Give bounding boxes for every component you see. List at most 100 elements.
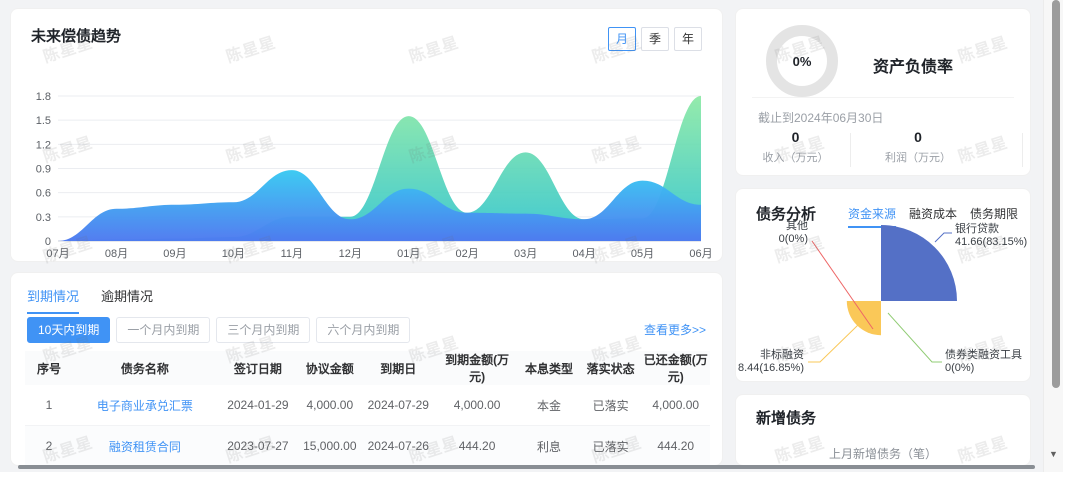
table-row: 2 融资租赁合同 2023-07-27 15,000.00 2024-07-26… xyxy=(25,425,710,465)
tab-overdue-status[interactable]: 逾期情况 xyxy=(101,289,154,304)
cell-due-date: 2024-07-26 xyxy=(360,425,436,465)
period-quarter-button[interactable]: 季 xyxy=(641,27,669,51)
right-gutter xyxy=(1062,0,1077,491)
debt-name-link[interactable]: 融资租赁合同 xyxy=(72,425,217,465)
fund-source-rose-chart xyxy=(808,225,957,363)
analysis-title: 债务分析 xyxy=(756,206,817,223)
new-debt-subtitle: 上月新增债务（笔） xyxy=(828,447,937,461)
period-month-button[interactable]: 月 xyxy=(608,27,636,51)
cell-no: 1 xyxy=(25,385,73,426)
svg-text:06月: 06月 xyxy=(689,248,712,260)
view-more-link[interactable]: 查看更多>> xyxy=(643,323,706,337)
income-stat: 0 收入（万元） xyxy=(748,129,843,165)
horizontal-scrollbar-thumb[interactable] xyxy=(18,465,1035,469)
period-year-button[interactable]: 年 xyxy=(674,27,702,51)
income-label: 收入（万元） xyxy=(762,152,829,164)
svg-text:0.9: 0.9 xyxy=(36,164,51,176)
chip-6-months[interactable]: 六个月内到期 xyxy=(316,317,411,343)
tab-financing-cost[interactable]: 融资成本 xyxy=(908,207,957,221)
col-header-status: 落实状态 xyxy=(579,351,642,385)
table-row: 1 电子商业承兑汇票 2024-01-29 4,000.00 2024-07-2… xyxy=(25,385,710,426)
chip-10-days[interactable]: 10天内到期 xyxy=(27,317,111,343)
cell-sign-date: 2023-07-27 xyxy=(216,425,299,465)
pie-label-other: 其他 0(0%) xyxy=(778,220,808,245)
svg-text:1.2: 1.2 xyxy=(36,139,51,151)
svg-text:0.6: 0.6 xyxy=(36,188,51,200)
table-header-row: 序号 债务名称 签订日期 协议金额 到期日 到期金额(万元) 本息类型 落实状态… xyxy=(25,351,710,385)
leader-line-bank-loan xyxy=(934,232,952,243)
col-header-due-date: 到期日 xyxy=(360,351,436,385)
debt-name-link[interactable]: 电子商业承兑汇票 xyxy=(72,385,217,426)
svg-text:11月: 11月 xyxy=(281,248,303,260)
cell-status: 已落实 xyxy=(579,425,642,465)
cell-type: 本金 xyxy=(518,385,580,426)
svg-text:08月: 08月 xyxy=(105,248,128,260)
profit-label: 利润（万元） xyxy=(885,152,951,164)
chip-1-month[interactable]: 一个月内到期 xyxy=(116,317,211,343)
svg-text:04月: 04月 xyxy=(572,248,595,260)
col-header-repaid: 已还金额(万元) xyxy=(641,351,710,385)
svg-text:01月: 01月 xyxy=(397,248,420,260)
svg-text:0: 0 xyxy=(45,236,51,248)
cell-no: 2 xyxy=(25,425,73,465)
leader-line-other xyxy=(811,240,874,330)
new-debt-card: 新增债务 上月新增债务（笔） xyxy=(735,394,1031,466)
svg-text:0.3: 0.3 xyxy=(36,212,51,224)
debt-analysis-card: 债务分析 资金来源 融资成本 债务期限 其他 0(0%) 银行贷款 41.66(… xyxy=(735,188,1031,382)
tab-fund-source[interactable]: 资金来源 xyxy=(847,205,896,228)
income-value: 0 xyxy=(791,129,800,145)
cell-sign-date: 2024-01-29 xyxy=(216,385,299,426)
col-header-due-amount: 到期金额(万元) xyxy=(435,351,519,385)
tab-due-status[interactable]: 到期情况 xyxy=(27,286,80,314)
maturity-filter-chips: 10天内到期 一个月内到期 三个月内到期 六个月内到期 xyxy=(27,317,416,343)
col-header-type: 本息类型 xyxy=(518,351,580,385)
divider xyxy=(850,133,851,167)
pie-label-nonstandard: 非标融资 8.44(16.85%) xyxy=(737,349,804,374)
leader-line-bond xyxy=(887,312,942,363)
maturity-table: 序号 债务名称 签订日期 协议金额 到期日 到期金额(万元) 本息类型 落实状态… xyxy=(25,351,710,465)
maturity-card: 到期情况 逾期情况 10天内到期 一个月内到期 三个月内到期 六个月内到期 查看… xyxy=(10,272,723,466)
vertical-scrollbar[interactable]: ▼ xyxy=(1043,0,1063,472)
liability-ratio-title: 资产负债率 xyxy=(872,59,953,76)
cell-type: 利息 xyxy=(518,425,580,465)
svg-text:09月: 09月 xyxy=(163,248,186,260)
profit-stat: 0 利润（万元） xyxy=(868,129,968,165)
cell-due-amount: 444.20 xyxy=(435,425,519,465)
col-header-name: 债务名称 xyxy=(72,351,217,385)
svg-text:10月: 10月 xyxy=(222,248,245,260)
trend-area-chart: 0 0.3 0.6 0.9 1.2 1.5 1.8 07月 08月 09月 10月 11月 12月 01月… xyxy=(36,91,713,260)
pie-label-bond: 债券类融资工具 0(0%) xyxy=(945,349,1022,374)
svg-text:02月: 02月 xyxy=(456,248,479,260)
liability-ratio-value: 0% xyxy=(792,53,812,69)
cell-agreement-amount: 4,000.00 xyxy=(298,385,361,426)
svg-text:05月: 05月 xyxy=(631,248,654,260)
tab-debt-term[interactable]: 债务期限 xyxy=(969,207,1018,221)
col-header-no: 序号 xyxy=(25,351,73,385)
future-repayment-trend-card: 未来偿债趋势 月 季 年 0 0.3 0.6 0.9 1.2 1.5 1.8 07月 08月 09… xyxy=(10,8,723,262)
svg-text:1.5: 1.5 xyxy=(36,115,51,127)
trend-title: 未来偿债趋势 xyxy=(31,28,122,45)
asset-liability-card: 0% 资产负债率 截止到2024年06月30日 0 收入（万元） 0 利润（万元… xyxy=(735,8,1031,176)
cell-repaid: 4,000.00 xyxy=(641,385,710,426)
leader-line-nonstandard xyxy=(808,324,859,363)
svg-text:07月: 07月 xyxy=(46,248,69,260)
scroll-down-arrow-icon[interactable]: ▼ xyxy=(1049,449,1058,459)
svg-text:03月: 03月 xyxy=(514,248,537,260)
maturity-tabs: 到期情况 逾期情况 xyxy=(27,286,175,314)
period-toggle: 月 季 年 xyxy=(603,27,702,51)
vertical-scrollbar-thumb[interactable] xyxy=(1052,0,1060,388)
divider xyxy=(752,97,1014,98)
as-of-date: 截止到2024年06月30日 xyxy=(758,111,884,125)
cell-due-date: 2024-07-29 xyxy=(360,385,436,426)
cell-due-amount: 4,000.00 xyxy=(435,385,519,426)
svg-text:12月: 12月 xyxy=(339,248,362,260)
bottom-gutter xyxy=(0,472,1077,491)
cell-repaid: 444.20 xyxy=(641,425,710,465)
new-debt-title: 新增债务 xyxy=(756,410,817,427)
cell-agreement-amount: 15,000.00 xyxy=(298,425,361,465)
chip-3-months[interactable]: 三个月内到期 xyxy=(216,317,311,343)
pie-label-bank-loan: 银行贷款 41.66(83.15%) xyxy=(955,223,1028,248)
liability-ratio-donut xyxy=(766,25,838,97)
col-header-sign-date: 签订日期 xyxy=(216,351,299,385)
analysis-tabs: 资金来源 融资成本 债务期限 xyxy=(835,205,1018,228)
